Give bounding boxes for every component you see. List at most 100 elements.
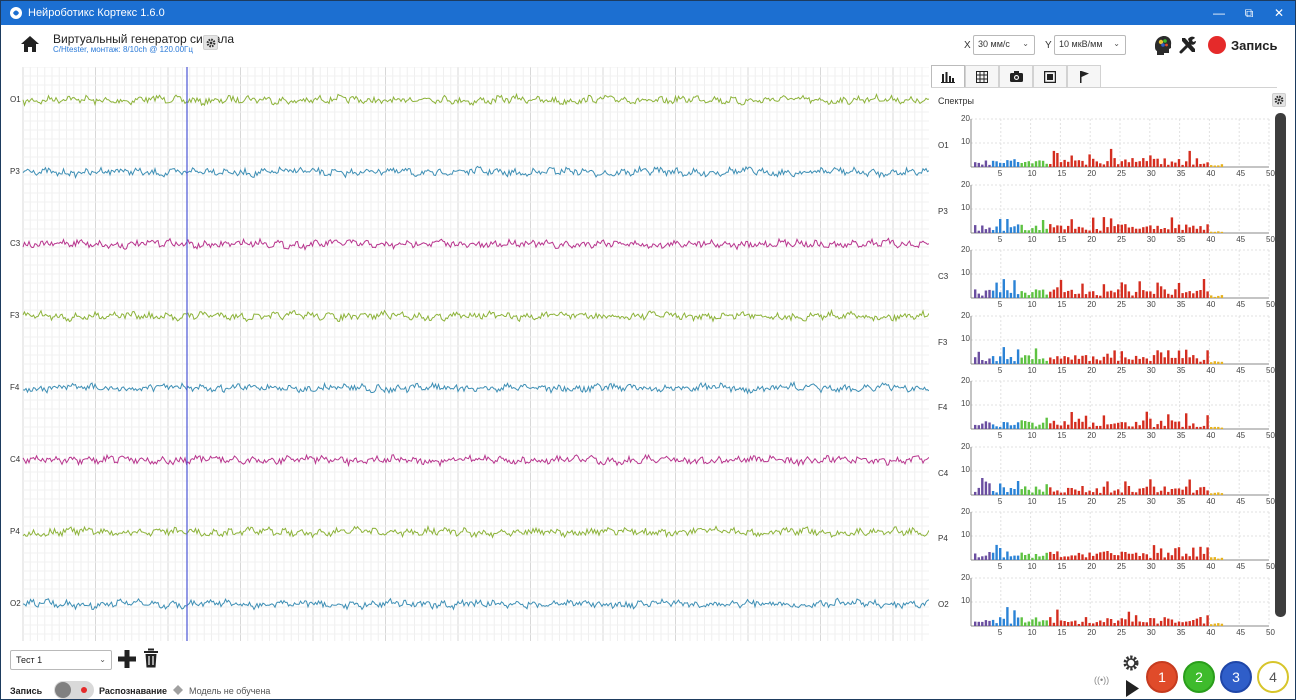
tab-spectra[interactable] — [931, 65, 965, 87]
tools-icon[interactable] — [1177, 34, 1199, 56]
spectrum-x-tick: 30 — [1147, 300, 1156, 308]
spectrum-x-tick: 25 — [1117, 628, 1126, 636]
record-toggle[interactable] — [54, 681, 94, 699]
source-settings-button[interactable] — [203, 35, 218, 50]
spectrum-x-tick: 10 — [1028, 366, 1037, 374]
spectrum-bar — [1127, 611, 1131, 626]
spectrum-f4: 20 10 5 10 15 20 25 30 35 40 45 50 F4 — [931, 373, 1275, 439]
tab-stop[interactable] — [1033, 65, 1067, 87]
spectrum-bar — [1145, 486, 1148, 495]
class-button-4[interactable]: 4 — [1257, 661, 1289, 693]
spectrum-bar — [1059, 557, 1063, 560]
spectra-list: 20 10 5 10 15 20 25 30 35 40 45 50 O1 20 10 5 10 15 20 25 30… — [931, 111, 1275, 637]
tab-flag[interactable] — [1067, 65, 1101, 87]
spectrum-bar — [1213, 360, 1216, 364]
spectrum-bar — [1074, 555, 1077, 560]
spectrum-bar — [1020, 616, 1023, 626]
add-icon[interactable] — [117, 649, 137, 669]
spectrum-bar — [1217, 622, 1220, 626]
spectrum-bar — [1077, 418, 1081, 429]
spectrum-bar — [1067, 621, 1070, 626]
play-icon[interactable] — [1125, 680, 1139, 697]
spectrum-bar — [1052, 289, 1056, 298]
spectrum-bar — [1056, 355, 1059, 364]
spectrum-bar — [1009, 226, 1013, 233]
spectrum-bar — [988, 289, 991, 298]
gear-icon — [206, 38, 215, 47]
spectrum-bar — [1192, 492, 1195, 495]
spectrum-bar — [1092, 422, 1095, 429]
record-button[interactable]: Запись — [1208, 35, 1277, 55]
spectra-settings-button[interactable] — [1272, 93, 1286, 107]
spectrum-bar — [1159, 164, 1163, 167]
spectra-scrollbar[interactable] — [1275, 113, 1286, 617]
spectrum-bar — [1106, 353, 1109, 364]
spectrum-bar — [1013, 609, 1016, 626]
spectrum-bar — [1099, 620, 1102, 626]
spectrum-bar — [995, 161, 998, 167]
spectrum-bar — [1027, 354, 1030, 364]
spectrum-bar — [1070, 289, 1073, 298]
spectrum-channel-label: C4 — [938, 468, 949, 478]
spectrum-bar — [1213, 426, 1216, 429]
home-icon[interactable] — [19, 33, 41, 55]
tab-table[interactable] — [965, 65, 999, 87]
head-brain-icon[interactable] — [1151, 34, 1173, 56]
spectrum-bar — [1210, 492, 1213, 495]
spectrum-bar — [1109, 357, 1113, 364]
spectrum-bar — [1041, 160, 1045, 167]
spectrum-x-tick: 30 — [1147, 366, 1156, 374]
spectrum-bar — [1016, 422, 1020, 429]
class-button-2[interactable]: 2 — [1183, 661, 1215, 693]
spectrum-bar — [1149, 155, 1152, 167]
spectrum-bar — [1063, 620, 1066, 626]
spectrum-bar — [1134, 291, 1138, 298]
spectrum-x-tick: 25 — [1117, 431, 1126, 439]
spectrum-bar — [1009, 356, 1013, 364]
spectrum-bar — [1185, 553, 1188, 560]
eeg-signal-view[interactable]: O1 P3 C3 F3 F4 C4 P4 O2 — [1, 67, 929, 641]
channel-label-o2: O2 — [10, 599, 21, 608]
trash-icon[interactable] — [143, 648, 159, 668]
spectrum-bar — [1124, 159, 1127, 167]
tab-camera[interactable] — [999, 65, 1033, 87]
diamond-icon — [173, 685, 183, 695]
spectrum-bar — [1163, 289, 1166, 298]
spectrum-bar — [1206, 291, 1209, 298]
spectrum-x-tick: 45 — [1236, 235, 1245, 243]
spectrum-x-tick: 20 — [1087, 300, 1096, 308]
spectrum-bar — [1124, 552, 1127, 560]
maximize-button[interactable]: ⧉ — [1244, 6, 1254, 20]
spectrum-chart: 20 10 5 10 15 20 25 30 35 40 45 50 — [961, 245, 1275, 308]
gear-icon[interactable] — [1122, 654, 1140, 672]
x-scale-select[interactable]: 30 мм/с ⌄ — [973, 35, 1035, 55]
spectrum-bar — [1031, 163, 1034, 167]
class-button-3[interactable]: 3 — [1220, 661, 1252, 693]
spectrum-bar — [1220, 492, 1224, 495]
close-button[interactable]: ✕ — [1273, 6, 1285, 20]
spectrum-bar — [1084, 491, 1088, 495]
spectrum-bar — [1084, 616, 1088, 626]
y-scale-select[interactable]: 10 мкВ/мм ⌄ — [1054, 35, 1126, 55]
spectrum-bar — [1152, 293, 1156, 298]
spectrum-bar — [1074, 228, 1077, 233]
spectrum-bar — [1020, 224, 1023, 233]
spectrum-o2: 20 10 5 10 15 20 25 30 35 40 45 50 O2 — [931, 570, 1275, 636]
x-scale-label: X — [964, 40, 971, 51]
spectrum-bar — [1081, 554, 1084, 560]
class-button-1[interactable]: 1 — [1146, 661, 1178, 693]
spectrum-chart: 20 10 5 10 15 20 25 30 35 40 45 50 — [961, 507, 1275, 570]
spectrum-bar — [1024, 555, 1027, 560]
channel-label-f4: F4 — [10, 383, 20, 392]
y-scale-value: 10 мкВ/мм — [1059, 39, 1103, 49]
spectrum-x-tick: 35 — [1177, 169, 1186, 177]
spectrum-x-tick: 20 — [1087, 497, 1096, 505]
spectrum-bar — [1213, 296, 1216, 298]
spectrum-bar — [1192, 423, 1195, 429]
spectrum-bar — [1138, 358, 1141, 364]
minimize-button[interactable]: — — [1213, 6, 1225, 20]
test-select[interactable]: Тест 1 ⌄ — [10, 650, 112, 670]
spectrum-bar — [974, 553, 977, 560]
spectrum-bar — [1163, 616, 1166, 626]
spectrum-bar — [999, 483, 1002, 495]
